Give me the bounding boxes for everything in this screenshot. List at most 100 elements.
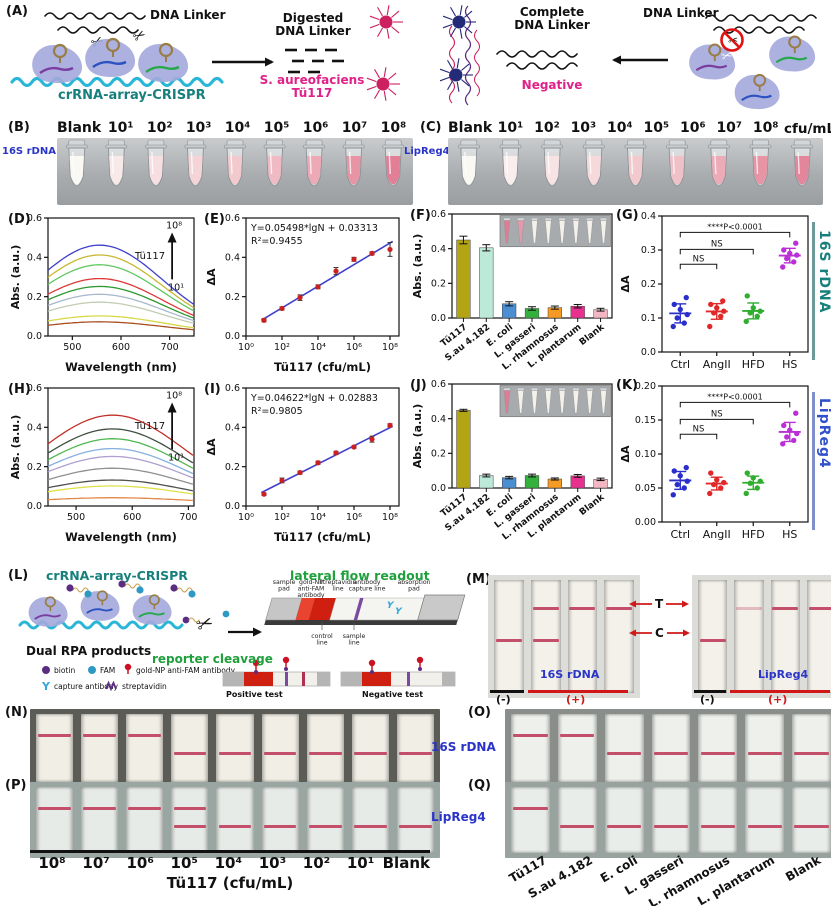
panel-f-tag: (F) <box>410 208 431 223</box>
axis-label: Blank <box>57 120 102 136</box>
strip-line <box>700 752 735 756</box>
panel-c-side-label: LipReg4 <box>404 146 450 157</box>
test-strip <box>126 714 164 782</box>
dna-squiggle <box>496 50 578 58</box>
data-point <box>707 323 713 330</box>
legend-label: capture antibody <box>54 682 119 691</box>
test-strip <box>81 787 119 853</box>
y-axis-label: ΔA <box>619 445 632 463</box>
positive-test-label: Positive test <box>226 690 283 699</box>
data-point <box>707 490 713 497</box>
strip-line <box>173 806 207 810</box>
data-point <box>369 250 375 256</box>
x-tick-label: 10⁰ <box>238 342 254 353</box>
panel-q-strips <box>505 782 831 858</box>
data-point <box>351 256 357 262</box>
dna-strand <box>474 29 480 97</box>
spectrum-curve <box>47 254 195 309</box>
data-point <box>784 434 790 440</box>
axis-label: 10² <box>146 120 173 136</box>
dna-linker-label-right: DNA Linker <box>643 6 719 20</box>
spectrum-curve <box>47 301 195 324</box>
test-strip <box>530 580 561 693</box>
spectrum-curve <box>47 447 194 475</box>
strip-line <box>794 825 829 829</box>
panel-m-group2-label: LipReg4 <box>758 668 809 681</box>
strip-line <box>218 752 252 756</box>
strip-line <box>173 825 207 829</box>
y-tick-label: 0.4 <box>27 253 42 264</box>
test-strip <box>792 787 831 853</box>
strip-line <box>263 825 297 829</box>
test-strip <box>494 580 524 693</box>
test-strip <box>261 787 299 853</box>
axis-label: 10³ <box>258 854 287 872</box>
data-point <box>297 295 303 301</box>
negative-label: Negative <box>521 78 583 92</box>
y-tick-label: 0.6 <box>27 383 42 394</box>
cas-protein-icon <box>80 590 120 621</box>
test-strip <box>806 580 831 693</box>
y-tick-label: 0.3 <box>641 245 656 256</box>
x-axis-label: Tü117 (cfu/mL) <box>274 360 371 374</box>
dual-rpa-label: Dual RPA products <box>26 644 152 658</box>
data-point <box>387 422 393 428</box>
test-strip <box>734 580 764 693</box>
row1-bracket-line <box>812 222 815 360</box>
series-arrow-label: Tü117 <box>134 251 165 262</box>
lfr-label: control line <box>311 633 333 646</box>
cas-protein-icon <box>689 43 736 80</box>
right-arrow-icon <box>666 629 690 637</box>
panel-j-tag: (J) <box>410 378 427 393</box>
test-strip <box>351 787 389 853</box>
y-axis-label: Abs. (a.u.) <box>411 234 424 299</box>
strip-line <box>38 734 71 738</box>
y-tick-label: 0.4 <box>225 423 240 434</box>
data-point <box>674 315 680 321</box>
panel-o-tag: (O) <box>468 705 491 720</box>
sample-tube <box>791 139 813 187</box>
panel-p-tag: (P) <box>5 778 27 793</box>
category-label: Ctrl <box>670 358 690 371</box>
strip-line <box>173 752 207 756</box>
strip-line <box>308 752 342 756</box>
cas-protein-icon <box>32 43 83 84</box>
biotin-icon <box>182 616 190 624</box>
test-strip <box>81 714 119 782</box>
strip-line <box>353 752 387 756</box>
data-point <box>781 422 787 429</box>
series-arrow-label: Tü117 <box>134 421 165 432</box>
panel-g-tag: (G) <box>616 208 639 223</box>
spectrum-curve <box>47 321 195 331</box>
fam-icon <box>88 666 96 674</box>
sample-tube <box>145 139 167 187</box>
strip-line <box>407 672 410 686</box>
data-point <box>754 313 760 319</box>
y-tick-label: 0.0 <box>431 313 446 324</box>
test-strip <box>511 787 550 853</box>
sample-tube <box>224 139 246 187</box>
y-tick-label: 0.2 <box>27 462 42 473</box>
membrane <box>329 597 425 621</box>
test-strip <box>36 787 74 853</box>
gold-np-antibody-icon <box>416 656 424 664</box>
x-tick-label: 500 <box>63 342 81 353</box>
panel-n-tag: (N) <box>5 705 28 720</box>
crispr-array-label-2: crRNA-array-CRISPR <box>46 568 188 583</box>
spectrum-curve <box>47 285 195 319</box>
t-line-indicator: T <box>629 597 690 611</box>
neg-label-1: (-) <box>496 693 511 706</box>
data-point <box>743 318 749 325</box>
axis-label: 10⁸ <box>38 854 66 872</box>
reporter-cleavage-label: reporter cleavage <box>152 652 273 666</box>
strip-line <box>495 638 522 642</box>
sample-tube <box>263 139 286 187</box>
y-tick-label: 0.6 <box>225 213 240 224</box>
c-label: C <box>655 626 664 640</box>
absorption-pad <box>417 594 466 621</box>
x-tick-label: 10² <box>274 512 290 523</box>
lateral-flow-readout-title: lateral flow readout <box>290 568 430 583</box>
significance-bracket <box>679 231 791 238</box>
inset-tube <box>600 220 607 244</box>
sample-tube <box>499 139 522 187</box>
